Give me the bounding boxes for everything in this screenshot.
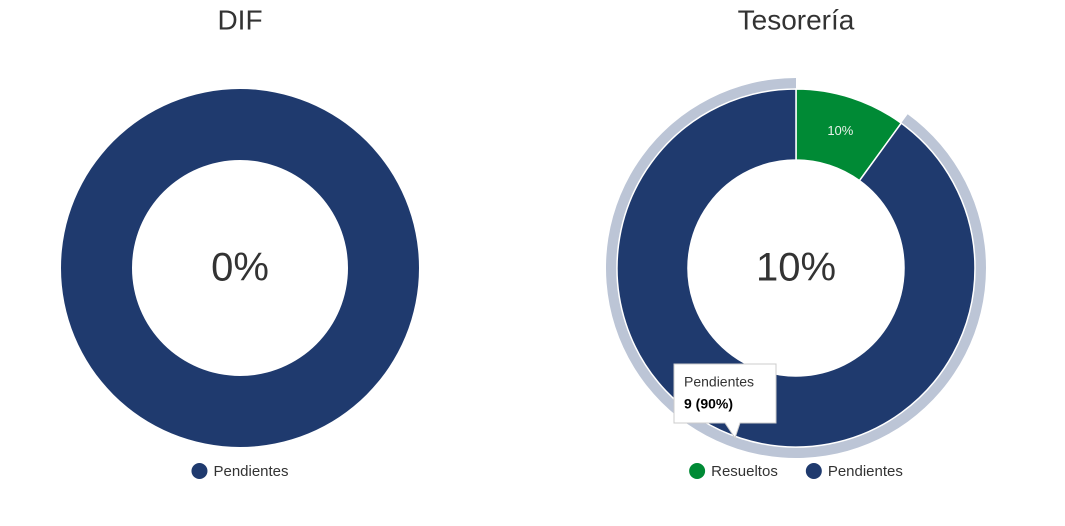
tooltip-title: Pendientes: [684, 374, 754, 390]
legend: Resueltos Pendientes: [689, 463, 903, 480]
tooltip-text: 9 (90%): [684, 396, 733, 412]
legend-marker: [805, 463, 822, 479]
legend-marker: [689, 463, 706, 479]
legend: Pendientes: [191, 463, 289, 480]
tooltip: Pendientes 9 (90%): [673, 363, 777, 440]
chart-title: Tesorería: [738, 4, 855, 35]
legend-label: Pendientes: [828, 463, 903, 480]
center-label: 0%: [211, 246, 269, 290]
legend-label: Resueltos: [711, 463, 778, 480]
data-label: 10%: [827, 123, 853, 138]
legend-marker: [191, 463, 208, 479]
chart-title: DIF: [217, 4, 262, 35]
tooltip-box: [673, 363, 777, 440]
legend-label: Pendientes: [213, 463, 288, 480]
slice: [616, 88, 976, 448]
slice: [61, 89, 419, 447]
center-label: 10%: [756, 246, 836, 290]
